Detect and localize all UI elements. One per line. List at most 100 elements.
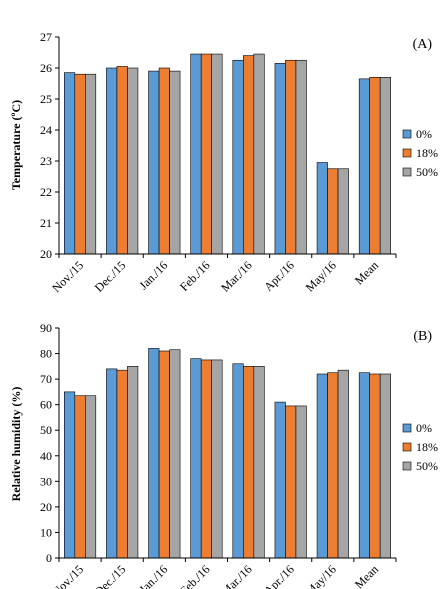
bar-0pct-6 — [316, 373, 328, 559]
x-tick-label: May/16 — [303, 258, 339, 294]
y-tick-label: 30 — [40, 474, 52, 488]
bar-18pct-5 — [285, 405, 297, 559]
y-tick-label: 20 — [40, 500, 52, 514]
x-tick-label: Mar./16 — [218, 258, 255, 295]
bar-0pct-5 — [274, 401, 286, 559]
x-tick-label: Jan./16 — [136, 258, 170, 292]
bar-50pct-2 — [169, 70, 181, 255]
y-tick-label: 40 — [40, 449, 52, 463]
x-tick-label: Mean — [352, 258, 381, 287]
bar-0pct-7 — [358, 78, 370, 255]
legend-label: 50% — [416, 459, 438, 473]
legend-label: 0% — [416, 421, 432, 435]
bar-0pct-3 — [190, 53, 202, 255]
x-tick-label: Feb./16 — [177, 562, 213, 589]
bar-50pct-2 — [169, 349, 181, 559]
bar-0pct-4 — [232, 363, 244, 559]
bar-18pct-1 — [116, 369, 128, 559]
legend-label: 18% — [416, 440, 438, 454]
bar-18pct-4 — [243, 366, 255, 559]
bar-0pct-2 — [148, 70, 160, 255]
bar-0pct-3 — [190, 358, 202, 559]
bar-0pct-0 — [64, 72, 76, 255]
y-tick-label: 23 — [40, 154, 52, 168]
bar-18pct-7 — [369, 373, 381, 559]
y-tick-label: 90 — [40, 321, 52, 335]
legend-swatch — [402, 461, 412, 471]
y-tick-label: 22 — [40, 185, 52, 199]
bar-50pct-7 — [379, 373, 391, 559]
legend-label: 0% — [416, 127, 432, 141]
bar-50pct-5 — [295, 59, 307, 255]
x-tick-label: Mar./16 — [218, 562, 255, 589]
bar-18pct-1 — [116, 66, 128, 255]
bar-50pct-5 — [295, 405, 307, 559]
y-tick-label: 27 — [40, 30, 52, 44]
y-tick-label: 60 — [40, 398, 52, 412]
bar-50pct-0 — [85, 73, 97, 255]
panel-label-b: (B) — [413, 329, 432, 344]
bar-50pct-7 — [379, 77, 391, 255]
bar-50pct-3 — [211, 359, 223, 559]
bar-18pct-5 — [285, 59, 297, 255]
bar-18pct-3 — [200, 53, 212, 255]
humidity-chart: (B) Relative humidity (%) 0 10 20 30 40 50 60 7… — [9, 321, 438, 589]
bar-0pct-4 — [232, 59, 244, 255]
bar-18pct-2 — [158, 67, 170, 255]
legend-swatch — [402, 129, 412, 139]
legend-label: 50% — [416, 165, 438, 179]
bar-50pct-3 — [211, 53, 223, 255]
y-tick-label: 25 — [40, 92, 52, 106]
bar-50pct-6 — [337, 369, 349, 559]
y-tick-label: 26 — [40, 61, 52, 75]
panel-label-a: (A) — [413, 37, 433, 52]
bar-0pct-2 — [148, 348, 160, 559]
y-tick-label: 24 — [40, 123, 52, 137]
bar-18pct-4 — [243, 55, 255, 255]
x-tick-label: Apr./16 — [261, 258, 297, 294]
bar-18pct-6 — [327, 372, 339, 559]
legend-swatch — [402, 423, 412, 433]
bar-0pct-1 — [106, 67, 118, 255]
x-tick-label: Apr./16 — [261, 562, 297, 589]
y-axis-title-b: Relative humidity (%) — [9, 387, 23, 502]
bar-0pct-7 — [358, 372, 370, 559]
bar-0pct-5 — [274, 63, 286, 255]
legend-swatch — [402, 167, 412, 177]
legend-swatch — [402, 442, 412, 452]
bar-18pct-7 — [369, 77, 381, 255]
bar-0pct-6 — [316, 162, 328, 255]
bar-50pct-4 — [253, 53, 265, 255]
x-tick-label: May/16 — [303, 562, 339, 589]
y-tick-label: 70 — [40, 372, 52, 386]
bar-18pct-6 — [327, 168, 339, 255]
temperature-chart: (A) Temperature (ºC) 20 21 22 23 24 25 26 27 Nov… — [9, 30, 438, 295]
y-tick-label: 0 — [46, 551, 52, 565]
y-tick-label: 21 — [40, 216, 52, 230]
bar-0pct-0 — [64, 391, 76, 559]
x-tick-label: Jan./16 — [136, 562, 170, 589]
bar-18pct-3 — [200, 359, 212, 559]
y-tick-label: 80 — [40, 347, 52, 361]
bar-50pct-6 — [337, 168, 349, 255]
bar-18pct-0 — [74, 395, 86, 559]
bar-50pct-4 — [253, 366, 265, 559]
y-tick-label: 20 — [40, 247, 52, 261]
bar-0pct-1 — [106, 368, 118, 559]
bar-50pct-0 — [85, 395, 97, 559]
x-tick-label: Feb./16 — [177, 258, 213, 294]
x-tick-label: Mean — [352, 562, 381, 589]
bar-18pct-0 — [74, 73, 86, 255]
bar-18pct-2 — [158, 350, 170, 559]
x-tick-label: Dec./15 — [92, 562, 129, 589]
legend-label: 18% — [416, 146, 438, 160]
y-tick-label: 50 — [40, 423, 52, 437]
x-tick-label: Nov./15 — [49, 562, 86, 589]
y-tick-label: 10 — [40, 525, 52, 539]
x-tick-label: Dec./15 — [92, 258, 129, 295]
legend-swatch — [402, 148, 412, 158]
bar-50pct-1 — [127, 366, 139, 559]
bar-50pct-1 — [127, 67, 139, 255]
y-axis-title-a: Temperature (ºC) — [9, 100, 23, 190]
